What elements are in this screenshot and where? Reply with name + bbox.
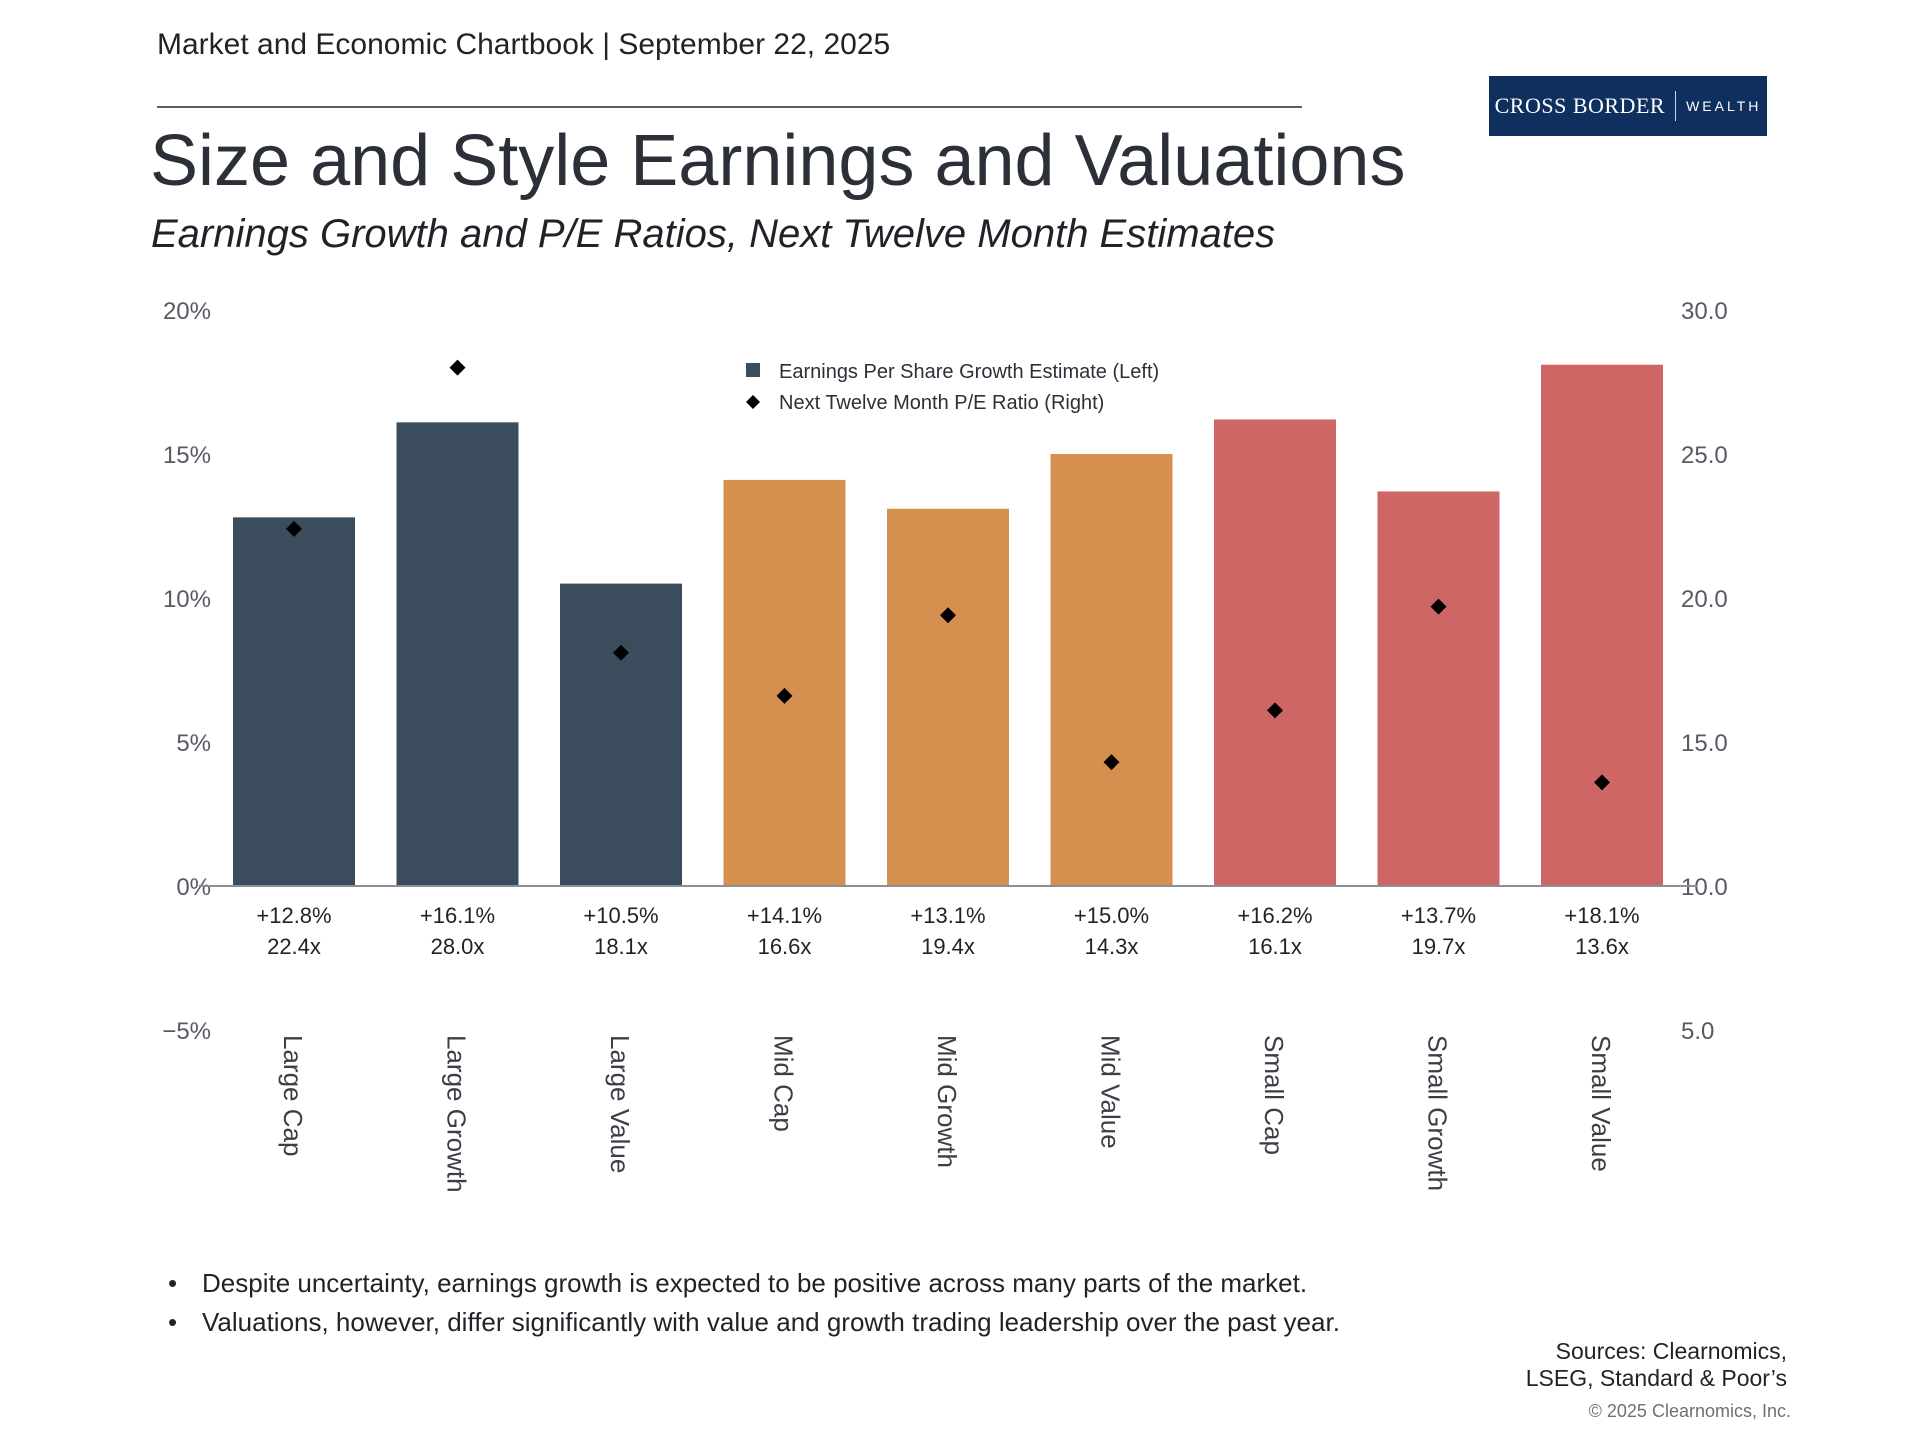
eps-growth-label: +13.7%: [1401, 903, 1476, 928]
pe-ratio-marker: [1594, 774, 1610, 791]
pe-ratio-label: 16.1x: [1248, 934, 1302, 959]
category-label: Mid Growth: [932, 1035, 962, 1168]
eps-growth-bar: [560, 583, 682, 886]
left-axis-tick-label: 15%: [163, 442, 211, 469]
pe-ratio-marker: [940, 607, 956, 624]
eps-growth-bar: [233, 517, 355, 886]
left-axis-tick-label: 20%: [163, 298, 211, 325]
right-axis-tick-label: 15.0: [1681, 730, 1728, 757]
right-axis-tick-label: 20.0: [1681, 586, 1728, 613]
page-title: Size and Style Earnings and Valuations: [150, 121, 1406, 201]
category-label: Small Cap: [1259, 1035, 1289, 1155]
category-label: Small Growth: [1423, 1035, 1453, 1191]
right-axis-tick-label: 10.0: [1681, 874, 1728, 901]
page-subtitle: Earnings Growth and P/E Ratios, Next Twe…: [151, 212, 1276, 256]
pe-ratio-label: 14.3x: [1085, 934, 1139, 959]
logo-separator: [1675, 91, 1677, 121]
pe-ratio-marker: [1267, 702, 1283, 719]
category-label: Mid Value: [1096, 1035, 1126, 1149]
legend-label-eps: Earnings Per Share Growth Estimate (Left…: [779, 361, 1159, 383]
pe-ratio-marker: [449, 359, 466, 376]
eps-growth-bar: [1541, 364, 1663, 887]
logo-sub-text: WEALTH: [1686, 98, 1762, 114]
brand-logo: CROSS BORDER WEALTH: [1489, 76, 1767, 136]
left-axis-tick-label: 5%: [176, 730, 211, 757]
left-axis-tick-label: −5%: [162, 1018, 211, 1045]
right-axis-tick-label: 25.0: [1681, 442, 1728, 469]
sources-line: LSEG, Standard & Poor’s: [1525, 1365, 1787, 1391]
pe-ratio-marker: [1430, 598, 1447, 615]
sources-line: Sources: Clearnomics,: [1555, 1338, 1787, 1364]
pe-ratio-label: 19.4x: [921, 934, 975, 959]
pe-ratio-marker: [776, 687, 793, 704]
chartbook-header: Market and Economic Chartbook | Septembe…: [157, 28, 891, 61]
pe-ratio-label: 13.6x: [1575, 934, 1629, 959]
eps-growth-label: +13.1%: [910, 903, 985, 928]
pe-ratio-marker: [613, 644, 629, 661]
sources-note: Sources: Clearnomics, LSEG, Standard & P…: [1526, 1338, 1787, 1392]
legend-diamond-swatch: [746, 395, 760, 409]
pe-ratio-label: 18.1x: [594, 934, 648, 959]
right-axis-tick-label: 30.0: [1681, 298, 1728, 325]
right-axis-tick-label: 5.0: [1681, 1018, 1714, 1045]
pe-ratio-label: 19.7x: [1412, 934, 1466, 959]
eps-growth-bar: [1050, 454, 1173, 886]
category-label: Large Value: [605, 1035, 635, 1173]
category-label: Large Growth: [442, 1035, 472, 1193]
pe-ratio-label: 22.4x: [267, 934, 321, 959]
pe-ratio-marker: [286, 520, 302, 537]
copyright-note: © 2025 Clearnomics, Inc.: [1588, 1401, 1791, 1421]
category-label: Mid Cap: [769, 1035, 799, 1132]
eps-growth-label: +14.1%: [747, 903, 822, 928]
category-label: Large Cap: [278, 1035, 308, 1156]
pe-ratio-label: 16.6x: [758, 934, 812, 959]
legend-label-pe: Next Twelve Month P/E Ratio (Right): [779, 392, 1104, 414]
logo-main-text: CROSS BORDER: [1494, 93, 1666, 118]
pe-ratio-label: 28.0x: [431, 934, 485, 959]
left-axis-tick-label: 10%: [163, 586, 211, 613]
eps-growth-bar: [1377, 491, 1500, 886]
pe-ratio-marker: [1103, 754, 1120, 771]
eps-growth-bar: [887, 508, 1009, 886]
eps-growth-label: +15.0%: [1074, 903, 1149, 928]
key-points-list: Despite uncertainty, earnings growth is …: [168, 1264, 1340, 1342]
eps-growth-bar: [723, 479, 846, 886]
eps-growth-label: +12.8%: [256, 903, 331, 928]
eps-growth-label: +18.1%: [1564, 903, 1639, 928]
eps-growth-bar: [1214, 419, 1336, 886]
category-label: Small Value: [1586, 1035, 1616, 1172]
bullet-point: Despite uncertainty, earnings growth is …: [168, 1264, 1340, 1303]
eps-growth-label: +10.5%: [583, 903, 658, 928]
bullet-point: Valuations, however, differ significantl…: [168, 1303, 1340, 1342]
eps-growth-label: +16.1%: [420, 903, 495, 928]
eps-growth-label: +16.2%: [1237, 903, 1312, 928]
legend-bar-swatch: [746, 363, 760, 377]
eps-growth-bar: [396, 422, 519, 886]
left-axis-tick-label: 0%: [176, 874, 211, 901]
header-divider: [157, 106, 1302, 108]
